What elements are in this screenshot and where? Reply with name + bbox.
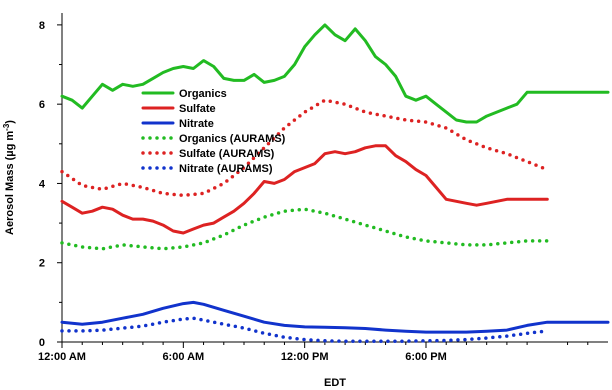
series-line-nitrate-aurams: [60, 316, 550, 343]
legend-label: Nitrate (AURAMS): [179, 163, 273, 175]
y-tick-label: 6: [39, 99, 45, 111]
x-tick-label: 12:00 AM: [38, 351, 86, 363]
legend-label: Organics: [179, 88, 227, 100]
series-layer: [60, 23, 610, 343]
legend-label: Sulfate: [179, 103, 216, 115]
x-tick-label: 6:00 PM: [405, 351, 447, 363]
y-axis-title: Aerosol Mass (µg m-3): [2, 120, 16, 235]
series-line-sulfate-aurams: [60, 98, 550, 198]
axes: 0 2 4 6 8 12:00 AM 6:00 AM 12:00 PM 6:00 PM: [38, 13, 608, 363]
y-tick-label: 2: [39, 258, 45, 270]
legend-label: Nitrate: [179, 118, 214, 130]
series-line-sulfate: [60, 144, 549, 235]
legend-label: Organics (AURAMS): [179, 133, 286, 145]
y-tick-label: 0: [39, 337, 45, 349]
series-line-nitrate: [60, 300, 610, 334]
x-tick-label: 12:00 PM: [281, 351, 329, 363]
series-line-organics: [60, 23, 610, 124]
x-axis-title: EDT: [324, 377, 346, 389]
series-line-organics-aurams: [60, 207, 550, 251]
legend: Organics Sulfate Nitrate Organics (AURAMS) S…: [141, 88, 286, 175]
y-tick-label: 8: [39, 20, 45, 32]
x-tick-label: 6:00 AM: [162, 351, 204, 363]
legend-label: Sulfate (AURAMS): [179, 148, 275, 160]
y-tick-label: 4: [39, 178, 46, 190]
